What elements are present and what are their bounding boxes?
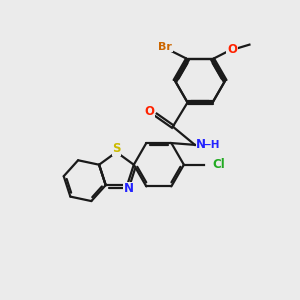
Text: N: N <box>196 138 206 152</box>
Text: −H: −H <box>203 140 220 150</box>
Text: N: N <box>124 182 134 195</box>
Text: O: O <box>227 43 237 56</box>
Text: Br: Br <box>158 42 172 52</box>
Text: O: O <box>145 105 154 119</box>
Text: S: S <box>112 142 121 155</box>
Text: Cl: Cl <box>213 158 226 171</box>
